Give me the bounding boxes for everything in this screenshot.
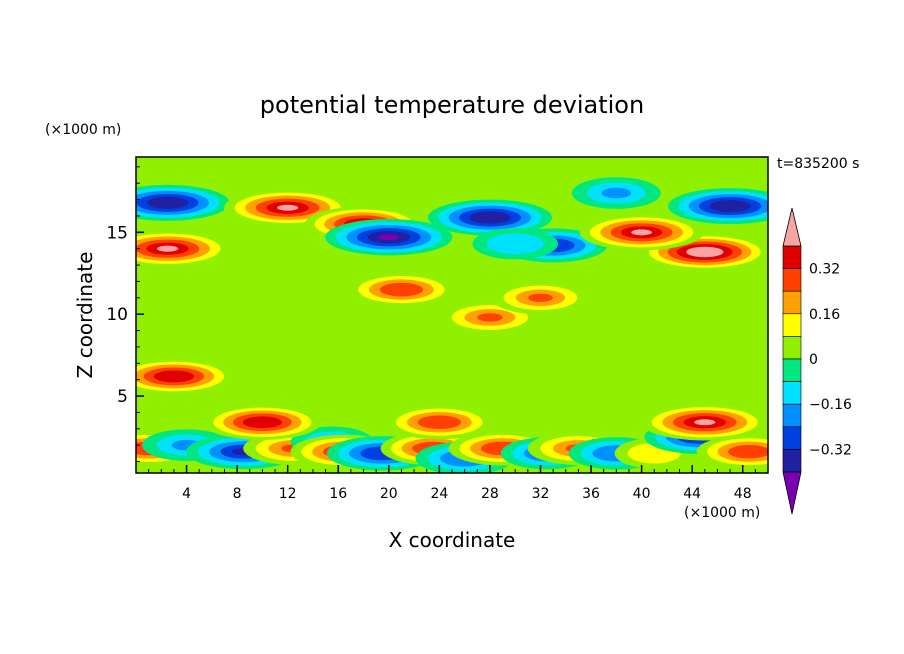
colorbar-tick-label: −0.16	[809, 397, 852, 413]
x-tick-label: 28	[481, 486, 499, 502]
y-unit-label: (×1000 m)	[45, 122, 121, 138]
x-tick-label: 40	[633, 486, 651, 502]
y-axis-label: Z coordinate	[73, 252, 97, 379]
colorbar-segment	[782, 449, 802, 473]
contour-plot-area	[136, 157, 768, 473]
contour-blob-32-5	[694, 419, 716, 426]
colorbar-tick-label: 0.16	[809, 307, 840, 323]
x-tick-label: 12	[279, 486, 297, 502]
x-tick-label: 20	[380, 486, 398, 502]
contour-blob-8-6	[695, 249, 715, 255]
contour-blob-2-5	[277, 204, 299, 211]
x-axis-label: X coordinate	[389, 528, 516, 552]
contour-blob-10-5	[719, 203, 741, 210]
contour-blob-15-5	[163, 373, 184, 380]
y-tick-label: 5	[117, 387, 128, 407]
colorbar-segment	[782, 403, 802, 428]
colorbar-over-arrow	[782, 207, 802, 247]
colorbar-segment	[782, 313, 802, 337]
contour-blob-11-2	[601, 187, 632, 199]
x-tick-label: 32	[532, 486, 550, 502]
colorbar-under-arrow	[782, 471, 802, 515]
x-tick-label: 48	[734, 486, 752, 502]
x-tick-label: 16	[329, 486, 347, 502]
contour-blob-14-3	[528, 293, 553, 302]
y-tick-label: 15	[106, 223, 128, 243]
colorbar-segment	[782, 336, 802, 360]
colorbar-segment	[782, 268, 802, 292]
x-tick-label: 44	[683, 486, 701, 502]
colorbar-segment	[782, 358, 802, 382]
y-tick-label: 10	[106, 305, 128, 325]
x-tick-label: 36	[582, 486, 600, 502]
colorbar-segment	[782, 381, 802, 405]
contour-blob-9-5	[631, 229, 652, 236]
chart-title: potential temperature deviation	[260, 91, 644, 119]
colorbar-segment	[782, 245, 802, 269]
contour-blob-31-4	[738, 448, 760, 456]
colorbar-tick-label: 0	[809, 352, 818, 368]
contour-blob-0-5	[157, 199, 178, 206]
x-tick-label: 8	[233, 486, 242, 502]
contour-blob-5-5	[479, 214, 501, 221]
contour-blob-29-2	[641, 448, 668, 459]
contour-blob-13-3	[477, 313, 503, 322]
x-tick-label: 24	[430, 486, 448, 502]
contour-blob-1-5	[157, 245, 179, 252]
colorbar-segment	[782, 426, 802, 450]
contour-blob-12-4	[390, 286, 413, 294]
colorbar-tick-label: −0.32	[809, 442, 852, 458]
colorbar-tick-label: 0.32	[809, 262, 840, 278]
contour-blob-33-5	[252, 419, 273, 426]
contour-blob-7-2	[500, 238, 530, 249]
contour-blob-34-4	[428, 418, 451, 426]
time-label: t=835200 s	[777, 156, 859, 172]
contour-blob-4-5	[378, 234, 400, 241]
colorbar-segment	[782, 290, 802, 315]
x-tick-label: 4	[182, 486, 191, 502]
x-unit-label: (×1000 m)	[684, 505, 760, 521]
